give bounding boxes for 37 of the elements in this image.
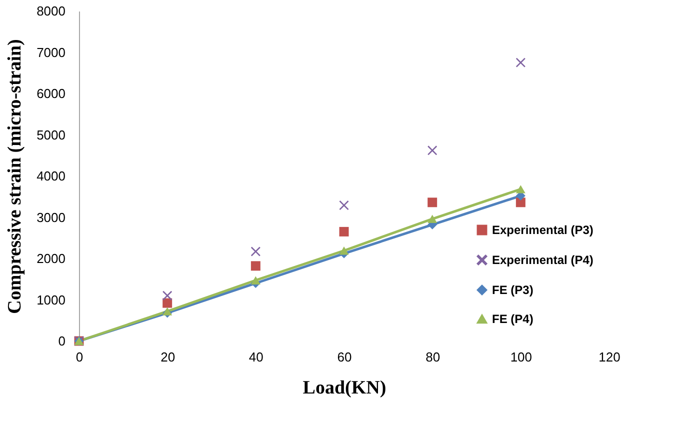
point <box>516 58 526 68</box>
y-axis-title: Compressive strain (micro-strain) <box>4 39 26 314</box>
point <box>516 198 526 208</box>
point <box>250 276 260 284</box>
point <box>250 246 260 256</box>
x-tick-label: 120 <box>598 350 620 364</box>
point <box>428 214 438 224</box>
y-tick-label: 7000 <box>36 44 66 60</box>
point <box>428 198 438 208</box>
y-tick-label: 3000 <box>36 210 66 225</box>
y-tick-label: 4000 <box>36 168 66 184</box>
y-tick-label: 0 <box>58 334 66 348</box>
y-tick-label: 8000 <box>36 4 66 18</box>
x-tick-label: 0 <box>76 350 84 364</box>
legend-label: Experimental (P4) <box>492 253 594 267</box>
y-tick-label: 2000 <box>36 251 66 266</box>
point <box>162 307 172 316</box>
point <box>162 298 172 308</box>
y-tick-label: 5000 <box>36 127 66 142</box>
x-tick-label: 20 <box>160 350 176 364</box>
x-axis-title: Load(KN) <box>302 378 386 398</box>
point <box>339 226 349 236</box>
y-tick-label: 6000 <box>36 86 66 101</box>
point <box>250 261 260 271</box>
point <box>339 200 349 210</box>
point <box>162 290 172 300</box>
x-tick-label: 100 <box>510 350 532 364</box>
x-tick-label: 40 <box>248 350 264 364</box>
point <box>339 246 349 255</box>
legend-label: Experimental (P3) <box>492 223 594 237</box>
x-tick-label: 80 <box>426 350 440 364</box>
legend-label: FE (P4) <box>492 312 534 326</box>
point <box>428 146 438 156</box>
y-tick-label: 1000 <box>36 292 66 308</box>
x-tick-label: 60 <box>337 350 352 364</box>
legend-label: FE (P3) <box>492 283 534 297</box>
point <box>516 185 526 194</box>
